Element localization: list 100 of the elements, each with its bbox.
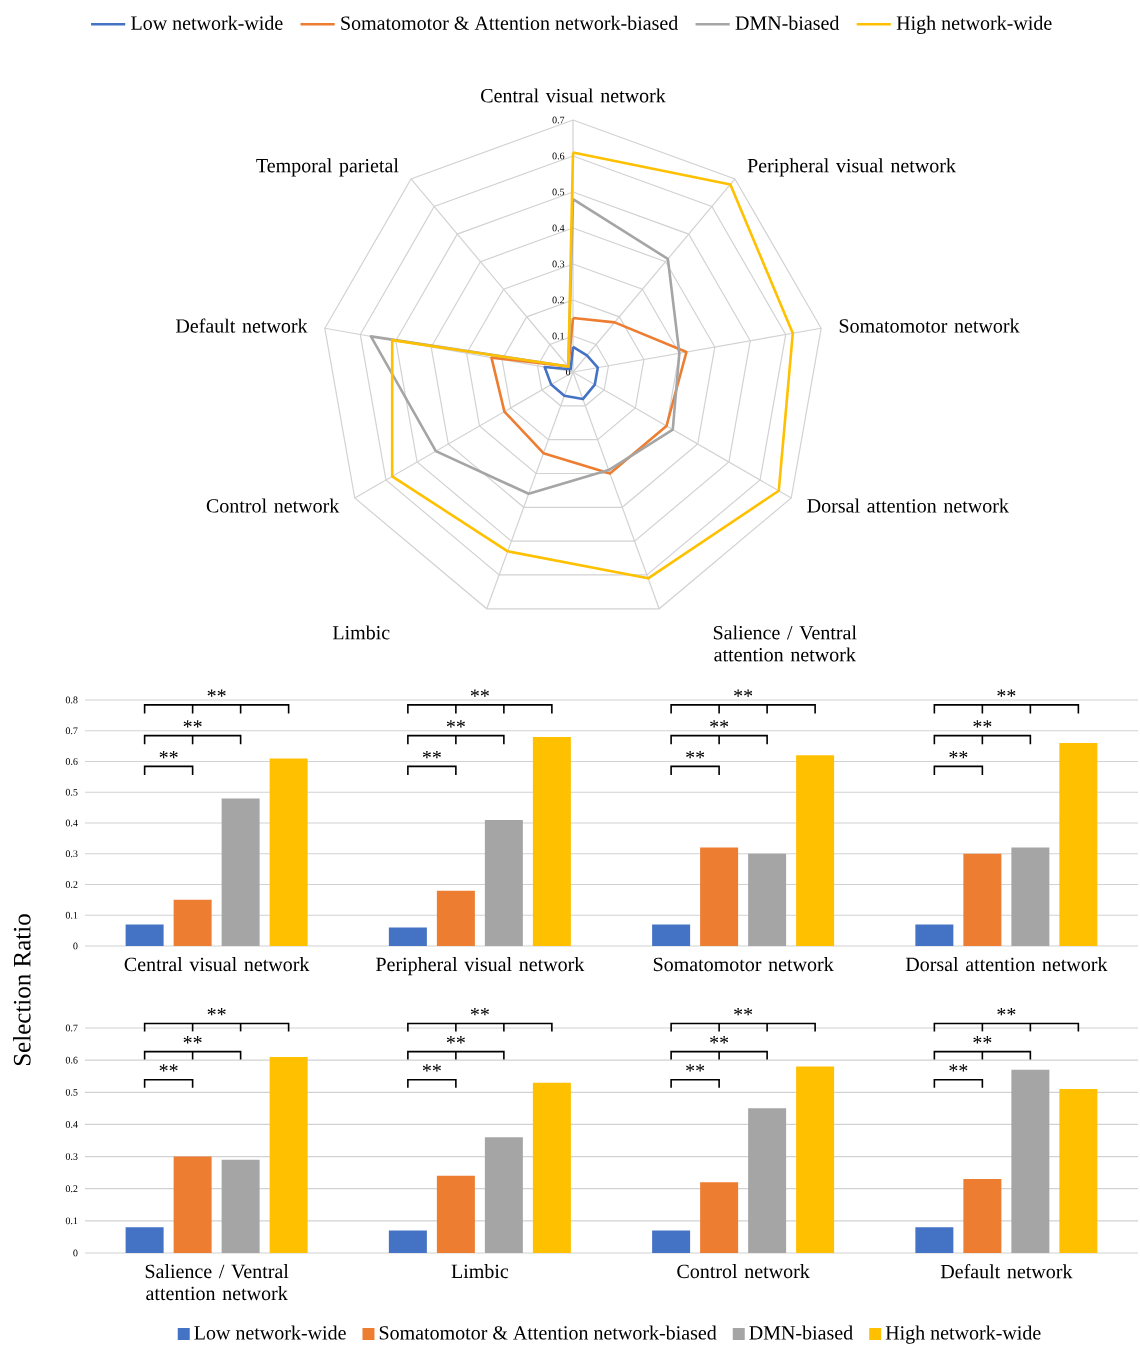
- x-tick-label: Default network: [940, 1264, 1073, 1279]
- annotation: **: [973, 720, 992, 728]
- annotation: **: [422, 750, 441, 759]
- y-tick-label: 0.3: [65, 850, 78, 858]
- y-tick-label: 0.6: [552, 152, 565, 160]
- x-tick-label: Central visual network: [124, 957, 310, 972]
- y-tick-label: 0.7: [65, 727, 78, 735]
- text: **: [997, 1008, 1016, 1016]
- y-tick-label: 0.2: [65, 1185, 78, 1193]
- bar: [221, 798, 260, 946]
- annotation: **: [446, 720, 465, 728]
- spoke-label: Control network: [206, 498, 340, 513]
- y-tick-label: 0.4: [65, 819, 78, 827]
- y-axis-title: Selection Ratio: [13, 914, 31, 1066]
- text: **: [207, 1008, 226, 1016]
- x-tick-label: Control network: [677, 1264, 810, 1279]
- bar: [125, 924, 164, 946]
- annotation: **: [949, 1064, 968, 1072]
- bar: [269, 1056, 308, 1253]
- spoke-label: Limbic: [332, 625, 390, 640]
- spoke-label: Default network: [175, 318, 308, 333]
- bar: [484, 1137, 523, 1253]
- bar: [436, 890, 475, 946]
- bar: [1011, 1069, 1050, 1253]
- legend-label: High network-wide: [885, 1325, 1041, 1344]
- bar: [796, 1066, 835, 1253]
- bar: [173, 1156, 212, 1253]
- legend-label: Somatomotor & Attention network-biased: [379, 1325, 717, 1340]
- bar: [532, 736, 571, 946]
- bar: [963, 853, 1002, 946]
- bar: [1059, 743, 1098, 946]
- annotation: **: [710, 1036, 729, 1044]
- annotation: **: [422, 1064, 441, 1072]
- spoke-label: Central visual network: [481, 88, 666, 103]
- annotation: **: [686, 750, 705, 759]
- bar: [748, 853, 787, 946]
- y-tick-label: 0.2: [65, 881, 78, 888]
- spoke-label: Salience / Ventral attention network: [713, 625, 857, 662]
- bar: [700, 1182, 739, 1253]
- spoke-label: Temporal parietal: [256, 158, 399, 177]
- annotation: **: [159, 1064, 178, 1072]
- y-tick-label: 0.3: [552, 260, 565, 268]
- bar: [388, 1230, 427, 1253]
- bar: [1059, 1089, 1098, 1253]
- legend-label: DMN-biased: [735, 15, 840, 30]
- y-tick-label: 0.1: [65, 1217, 78, 1225]
- bar: [748, 1108, 787, 1253]
- bar: [532, 1082, 571, 1253]
- annotation: **: [183, 1036, 202, 1044]
- y-tick-label: 0.6: [65, 758, 78, 765]
- y-tick-label: 0.7: [552, 116, 565, 124]
- y-tick-label: 0.2: [552, 296, 565, 304]
- spoke-label: Dorsal attention network: [807, 498, 1009, 513]
- bar: [652, 1230, 691, 1253]
- annotation: **: [973, 1036, 992, 1044]
- bar: [915, 1227, 954, 1253]
- y-tick-label: 0.5: [65, 1088, 78, 1096]
- y-tick-label: 0.3: [65, 1153, 78, 1160]
- y-tick-label: 0: [73, 1249, 78, 1257]
- bar: [125, 1227, 164, 1253]
- x-tick-label: Somatomotor network: [653, 957, 834, 972]
- bar: [388, 927, 427, 946]
- text: **: [470, 689, 489, 697]
- spoke-label: Somatomotor network: [839, 318, 1020, 333]
- bar: [484, 819, 523, 946]
- x-tick-label: Salience / Ventral attention network: [145, 1264, 289, 1301]
- text: **: [470, 1008, 489, 1016]
- x-tick-label: Limbic: [451, 1264, 509, 1279]
- bar: [700, 847, 739, 946]
- legend-label: Somatomotor & Attention network-biased: [341, 15, 679, 30]
- y-tick-label: 0.6: [65, 1056, 78, 1064]
- y-tick-label: 0.5: [65, 788, 78, 796]
- y-tick-label: 0.5: [552, 188, 565, 196]
- bar: [269, 758, 308, 946]
- annotation: **: [710, 720, 729, 728]
- annotation: **: [446, 1036, 465, 1044]
- y-tick-label: 0.8: [65, 696, 78, 704]
- y-tick-label: 0.4: [552, 224, 565, 232]
- legend-label: DMN-biased: [749, 1325, 853, 1340]
- legend-label: Low network-wide: [131, 15, 283, 30]
- bar: [963, 1179, 1002, 1253]
- annotation: **: [159, 750, 178, 759]
- legend-label: Low network-wide: [194, 1325, 346, 1340]
- text: **: [207, 689, 226, 697]
- text: **: [997, 689, 1016, 697]
- annotation: **: [949, 750, 968, 759]
- spoke-label: Peripheral visual network: [747, 158, 956, 177]
- annotation: **: [686, 1064, 705, 1072]
- y-tick-label: 0.4: [65, 1121, 78, 1128]
- legend-label: High network-wide: [896, 15, 1052, 35]
- bar: [1011, 847, 1050, 946]
- x-tick-label: Dorsal attention network: [905, 957, 1108, 972]
- bar: [221, 1159, 260, 1253]
- bar: [915, 924, 954, 946]
- y-tick-label: 0.1: [552, 332, 564, 340]
- bar: [173, 899, 212, 946]
- bar: [652, 924, 691, 946]
- bar: [796, 755, 835, 946]
- x-tick-label: Peripheral visual network: [376, 957, 585, 976]
- text: **: [734, 689, 753, 697]
